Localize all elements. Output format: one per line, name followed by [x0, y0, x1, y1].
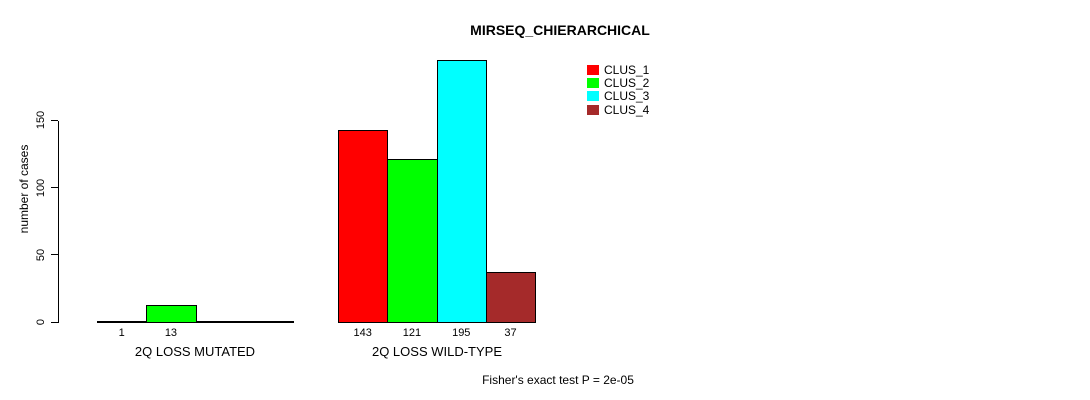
legend-swatch-clus_3 [587, 91, 599, 102]
fisher-test-annotation: Fisher's exact test P = 2e-05 [482, 373, 634, 387]
y-tick-label: 150 [35, 111, 47, 130]
group-label-wild-type: 2Q LOSS WILD-TYPE [371, 344, 503, 359]
legend-item: CLUS_2 [587, 76, 650, 91]
legend-item: CLUS_3 [587, 89, 650, 104]
legend-item-label: CLUS_4 [604, 102, 650, 117]
bar-value-label: 195 [452, 327, 471, 339]
bar-clus_1-group-2 [338, 129, 389, 323]
bar-value-label: 13 [164, 327, 178, 339]
y-tick [51, 119, 58, 121]
bar-value-label: 1 [118, 327, 125, 339]
chart-title: MIRSEQ_CHIERARCHICAL [470, 22, 650, 38]
y-axis-line [58, 121, 59, 323]
y-tick [51, 254, 58, 256]
y-axis-label: number of cases [17, 144, 31, 234]
bar-value-label: 37 [504, 327, 517, 339]
legend-item: CLUS_4 [587, 102, 650, 117]
y-tick [51, 187, 58, 188]
legend-swatch-clus_4 [587, 104, 599, 115]
y-tick-label: 100 [35, 178, 47, 197]
bar-clus_2-group-1 [146, 304, 197, 323]
legend-item-label: CLUS_2 [604, 76, 650, 91]
legend-swatch-clus_2 [587, 78, 599, 89]
bar-clus_1-group-1 [97, 320, 148, 323]
bar-clus_3-group-2 [436, 59, 487, 323]
y-tick [51, 321, 58, 323]
legend-item-label: CLUS_3 [604, 89, 650, 104]
y-tick-label: 50 [35, 248, 47, 261]
bar-value-label: 143 [353, 327, 372, 339]
legend-swatch-clus_1 [587, 64, 599, 75]
legend-item-label: CLUS_1 [604, 62, 650, 77]
legend-item: CLUS_1 [587, 62, 650, 77]
bar-value-label: 121 [402, 327, 422, 339]
group-label-mutated: 2Q LOSS MUTATED [134, 344, 256, 359]
bar-clus_4-group-2 [485, 272, 537, 323]
bar-clus_2-group-2 [387, 159, 438, 323]
legend: CLUS_1 CLUS_2 CLUS_3 CLUS_4 [587, 63, 649, 117]
y-tick-label: 0 [35, 318, 47, 326]
